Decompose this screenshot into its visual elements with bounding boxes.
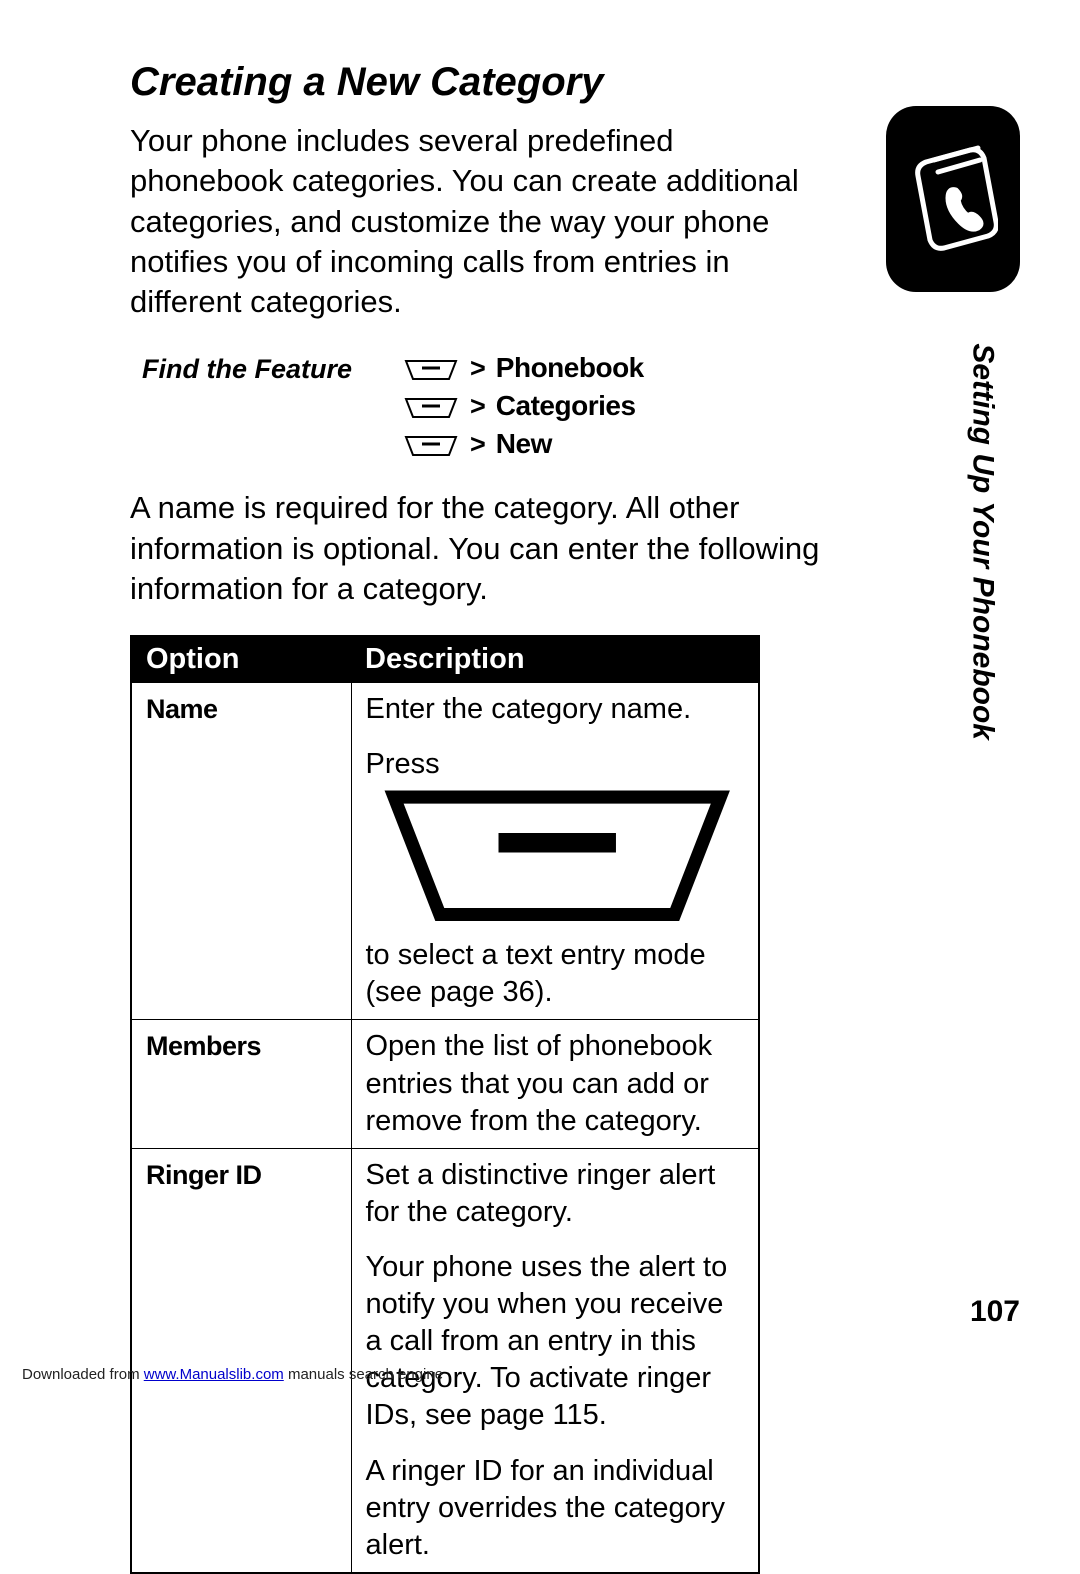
description-cell: Open the list of phonebook entries that … bbox=[351, 1020, 759, 1148]
option-name: Ringer ID bbox=[146, 1160, 262, 1190]
col-header-description: Description bbox=[351, 636, 759, 683]
table-row: Name Enter the category name. Press to sel… bbox=[131, 683, 759, 1020]
menu-key-icon bbox=[368, 902, 746, 934]
nav-steps: > Phonebook > Categories > New bbox=[402, 352, 644, 460]
body-paragraph: A name is required for the category. All… bbox=[130, 488, 870, 609]
nav-step-categories: > Categories bbox=[402, 390, 644, 422]
description-text: A ringer ID for an individual entry over… bbox=[366, 1453, 745, 1564]
table-row: Members Open the list of phonebook entrie… bbox=[131, 1020, 759, 1148]
menu-key-icon bbox=[402, 433, 460, 455]
intro-paragraph: Your phone includes several predefined p… bbox=[130, 121, 810, 322]
description-text: Enter the category name. bbox=[366, 691, 745, 728]
phonebook-icon bbox=[908, 142, 998, 257]
page-title: Creating a New Category bbox=[130, 60, 1020, 105]
find-feature-block: Find the Feature > Phonebook > Categorie… bbox=[130, 352, 1020, 460]
nav-step-phonebook: > Phonebook bbox=[402, 352, 644, 384]
menu-key-icon bbox=[402, 357, 460, 379]
option-name: Members bbox=[146, 1031, 261, 1061]
nav-label-categories: Categories bbox=[496, 390, 636, 422]
nav-separator: > bbox=[470, 353, 486, 384]
description-text: Set a distinctive ringer alert for the c… bbox=[366, 1157, 745, 1231]
table-row: Ringer ID Set a distinctive ringer alert … bbox=[131, 1148, 759, 1573]
footer-link[interactable]: www.Manualslib.com bbox=[144, 1366, 284, 1383]
options-table: Option Description Name Enter the categor… bbox=[130, 635, 760, 1574]
nav-label-phonebook: Phonebook bbox=[496, 352, 644, 384]
nav-step-new: > New bbox=[402, 428, 644, 460]
page-number: 107 bbox=[970, 1295, 1020, 1329]
option-cell: Name bbox=[131, 683, 351, 1020]
table-header-row: Option Description bbox=[131, 636, 759, 683]
description-text: Press to select a text entry mode (see p… bbox=[366, 746, 745, 1011]
footer-prefix: Downloaded from bbox=[22, 1366, 144, 1383]
option-name: Name bbox=[146, 694, 218, 724]
section-vertical-label: Setting Up Your Phonebook bbox=[966, 343, 1000, 740]
description-text: Open the list of phonebook entries that … bbox=[366, 1028, 745, 1139]
phonebook-section-icon bbox=[886, 106, 1020, 292]
manual-page: Creating a New Category Your phone inclu… bbox=[0, 0, 1080, 1397]
option-cell: Members bbox=[131, 1020, 351, 1148]
nav-label-new: New bbox=[496, 428, 552, 460]
nav-separator: > bbox=[470, 429, 486, 460]
description-text: Your phone uses the alert to notify you … bbox=[366, 1249, 745, 1435]
footer-suffix: manuals search engine bbox=[284, 1366, 443, 1383]
nav-separator: > bbox=[470, 391, 486, 422]
find-feature-label: Find the Feature bbox=[142, 352, 352, 385]
option-cell: Ringer ID bbox=[131, 1148, 351, 1573]
description-cell: Enter the category name. Press to select … bbox=[351, 683, 759, 1020]
description-cell: Set a distinctive ringer alert for the c… bbox=[351, 1148, 759, 1573]
download-footer: Downloaded from www.Manualslib.com manua… bbox=[22, 1366, 443, 1383]
col-header-option: Option bbox=[131, 636, 351, 683]
menu-key-icon bbox=[402, 395, 460, 417]
